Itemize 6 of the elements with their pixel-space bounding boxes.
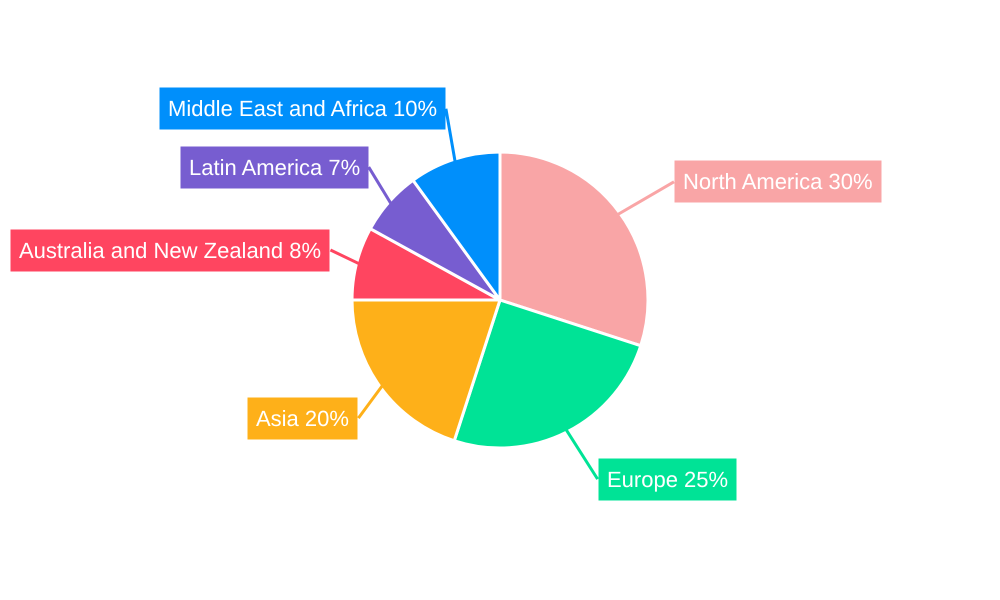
slice-label: Latin America 7% <box>189 155 360 180</box>
slice-label: Australia and New Zealand 8% <box>19 238 322 263</box>
slice-label: Middle East and Africa 10% <box>168 96 438 121</box>
slice-label: Asia 20% <box>256 406 349 431</box>
slice-label: Europe 25% <box>607 467 728 492</box>
slice-label: North America 30% <box>683 169 873 194</box>
